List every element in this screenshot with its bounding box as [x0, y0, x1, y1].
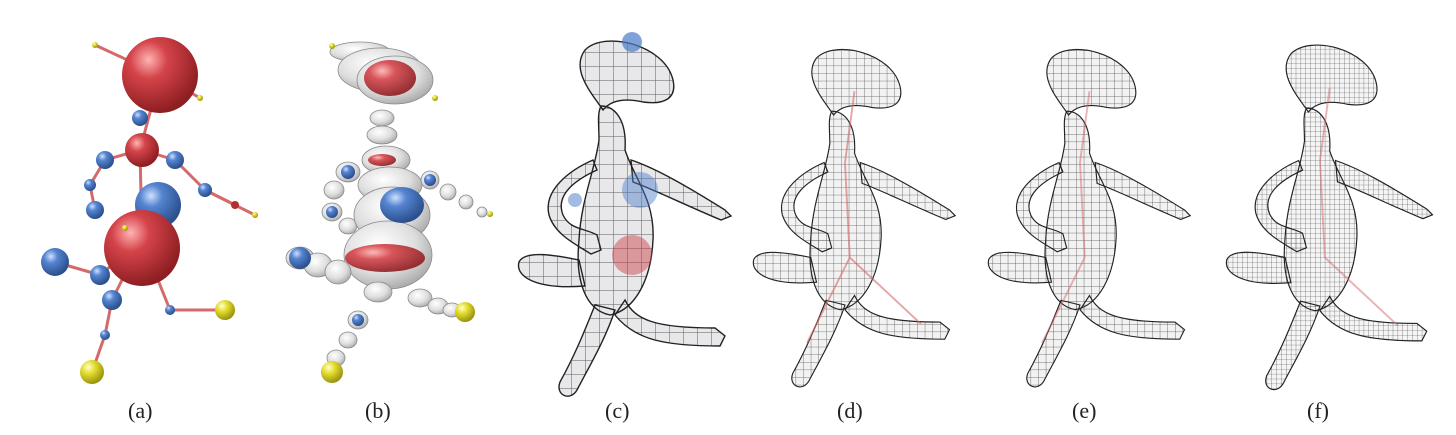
- caption-b: (b): [365, 398, 391, 423]
- sphere-sweep-surface: [285, 41, 493, 383]
- caption-a: (a): [128, 398, 153, 423]
- caption-e: (e): [1072, 398, 1097, 423]
- fine-mesh-f: [1225, 44, 1434, 391]
- panel-a: (a): [30, 0, 260, 435]
- panel-b: (b): [270, 0, 500, 435]
- coarse-mesh-surface: [517, 32, 732, 397]
- caption-d: (d): [837, 398, 863, 423]
- panel-c: (c): [510, 0, 740, 435]
- refined-mesh-d: [752, 48, 956, 388]
- skeleton-sphere-graph: [41, 37, 258, 384]
- panel-f: (f): [1215, 0, 1450, 435]
- panel-e: (e): [980, 0, 1210, 435]
- hip-sphere: [104, 210, 180, 286]
- caption-c: (c): [605, 398, 630, 423]
- refined-mesh-e: [987, 48, 1191, 388]
- head-sphere: [122, 37, 198, 113]
- caption-f: (f): [1307, 398, 1329, 423]
- panel-d: (d): [745, 0, 975, 435]
